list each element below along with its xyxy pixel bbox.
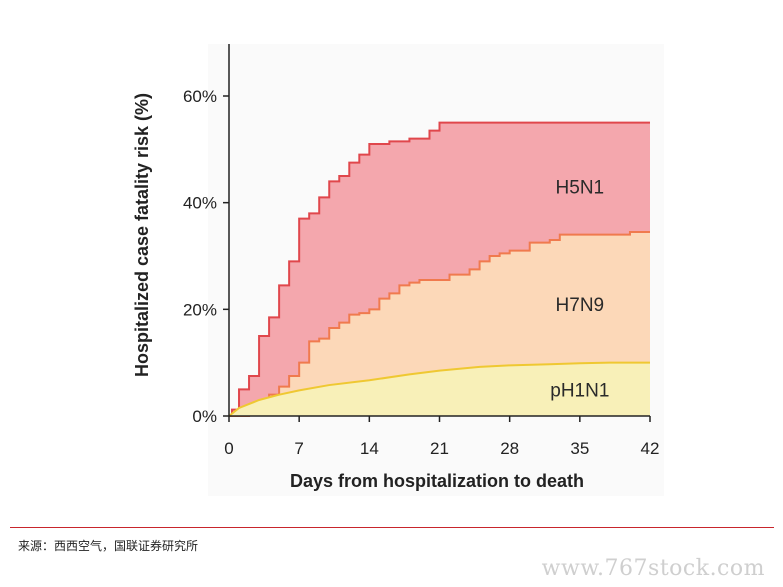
y-axis-title: Hospitalized case fatality risk (%) — [132, 93, 152, 377]
x-tick-label: 42 — [641, 439, 660, 458]
series-label: H7N9 — [556, 295, 605, 316]
line-h5n1 — [229, 121, 650, 417]
y-tick-label: 60% — [183, 87, 217, 106]
series-label: pH1N1 — [550, 380, 609, 401]
source-note: 来源：西西空气，国联证券研究所 — [18, 539, 199, 553]
x-tick-label: 7 — [294, 439, 303, 458]
y-tick-label: 0% — [192, 407, 217, 426]
line-h7n9 — [229, 231, 650, 417]
x-tick-label: 21 — [430, 439, 449, 458]
series-label: H5N1 — [556, 178, 605, 199]
line-ph1n1 — [228, 361, 650, 417]
area-ph1n1 — [229, 362, 650, 416]
x-tick-label: 35 — [570, 439, 589, 458]
source-divider — [10, 527, 774, 528]
x-axis-title: Days from hospitalization to death — [290, 471, 584, 491]
y-tick-label: 20% — [183, 300, 217, 319]
area-layer — [228, 121, 650, 417]
axes: 0% 20% 40% 60% 0 7 14 21 28 35 42 — [183, 44, 659, 458]
watermark: www.767stock.com — [541, 556, 765, 581]
series-labels: H5N1 H7N9 pH1N1 — [550, 178, 609, 402]
y-tick-label: 40% — [183, 194, 217, 213]
x-tick-label: 28 — [500, 439, 519, 458]
chart: 0% 20% 40% 60% 0 7 14 21 28 35 42 H5N1 H7N9 pH1N1 Da… — [132, 44, 660, 491]
x-tick-label: 14 — [360, 439, 379, 458]
x-tick-label: 0 — [224, 439, 233, 458]
